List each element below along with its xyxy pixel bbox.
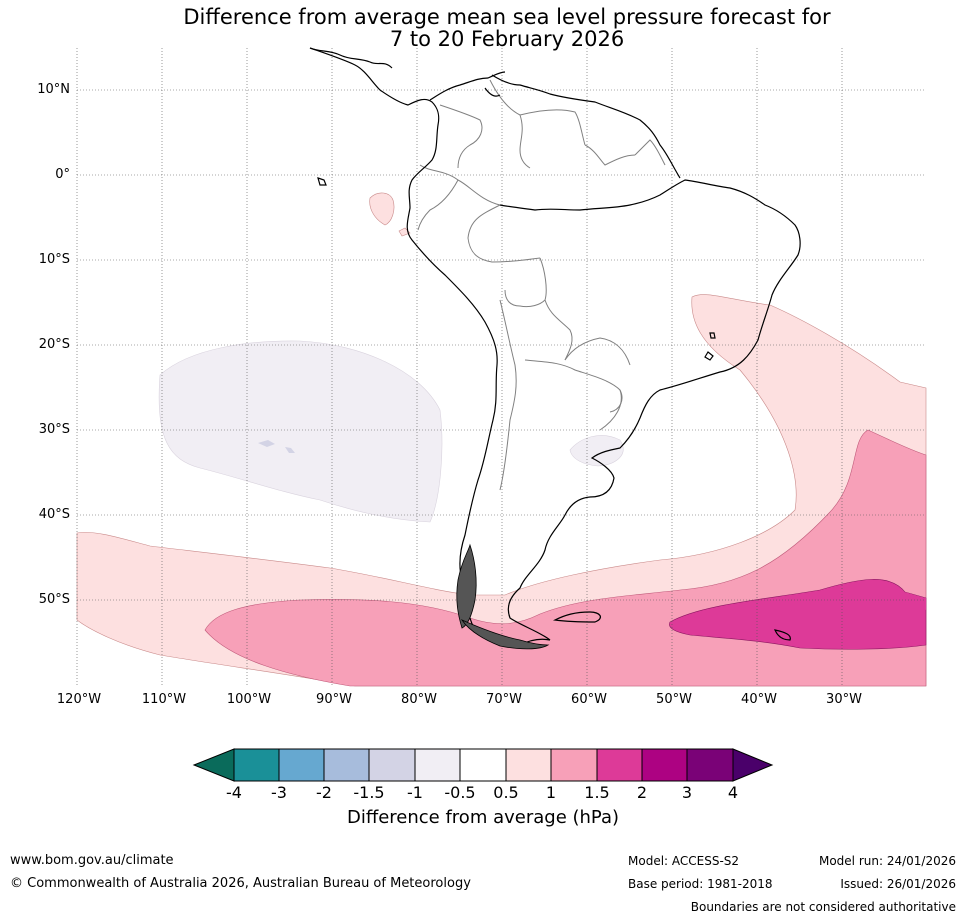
colorbar-tick-label: 2 [636,783,648,802]
colorbar-tick-label: -1 [407,783,423,802]
colorbar-extend-high [732,748,774,782]
model-name: Model: ACCESS-S2 [628,854,740,868]
colorbar-title: Difference from average (hPa) [346,807,620,828]
anomaly-area-neg-0-5-pacific [158,340,443,523]
colorbar-segment [368,748,416,782]
colorbar-segment [278,748,325,782]
lon-label: 110°W [141,692,187,707]
colorbar-segment [414,748,461,782]
colorbar-tick-label: -3 [271,783,287,802]
boundaries-disclaimer: Boundaries are not considered authoritat… [690,900,956,914]
country-borders [417,79,666,491]
colorbar-segment [596,748,643,782]
lon-label: 70°W [486,692,522,707]
colorbar-segment [323,748,370,782]
lon-label: 80°W [401,692,437,707]
lat-label: 0° [55,167,70,182]
anomaly-area-pos-0-5-equator [369,192,395,226]
lon-label: 120°W [56,692,102,707]
colorbar-tick-label: 3 [681,783,693,802]
colorbar-segment [550,748,598,782]
colorbar-segment [686,748,734,782]
lon-label: 30°W [826,692,862,707]
lon-label: 90°W [316,692,352,707]
lat-label: 30°S [38,422,70,437]
colorbar-segment [459,748,507,782]
lat-label: 10°S [38,252,70,267]
lat-label: 10°N [37,82,70,97]
chart-title-line-1: Difference from average mean sea level p… [183,5,831,29]
colorbar-tick-label: 1 [545,783,557,802]
colorbar-segment [233,748,280,782]
colorbar-tick-label: -1.5 [353,783,385,802]
copyright: © Commonwealth of Australia 2026, Austra… [10,876,471,891]
colorbar-tick-label: -4 [226,783,242,802]
model-run: Model run: 24/01/2026 [818,854,956,868]
website-link[interactable]: www.bom.gov.au/climate [10,853,174,868]
pressure-anomaly-map [76,47,927,687]
lon-label: 50°W [656,692,692,707]
colorbar [192,748,774,782]
colorbar-segment [505,748,552,782]
anomaly-area-pos-1-5 [669,579,927,650]
colorbar-tick-label: -2 [316,783,332,802]
lon-label: 40°W [741,692,777,707]
colorbar-extend-low [192,748,235,782]
colorbar-tick-label: 0.5 [493,783,519,802]
chart-title-line-2: 7 to 20 February 2026 [389,27,625,51]
anomaly-area-pos-1-5-edge [905,592,926,610]
anomaly-area-pos-0-5-uruguay [569,435,624,467]
colorbar-segment [641,748,688,782]
colorbar-tick-label: 1.5 [584,783,610,802]
anomaly-area-neg-1-patch-2 [285,447,295,453]
anomaly-area-neg-1-patch [258,440,275,447]
lon-label: 60°W [571,692,607,707]
issued-date: Issued: 26/01/2026 [840,877,956,891]
base-period: Base period: 1981-2018 [628,877,773,891]
lat-label: 40°S [38,507,70,522]
chilean-archipelago [456,543,550,650]
lon-label: 100°W [226,692,272,707]
lat-label: 50°S [38,592,70,607]
lat-label: 20°S [38,337,70,352]
colorbar-tick-label: -0.5 [444,783,476,802]
anomaly-area-pos-0-5-coast [398,227,411,237]
colorbar-tick-label: 4 [727,783,739,802]
graticule [76,48,926,686]
